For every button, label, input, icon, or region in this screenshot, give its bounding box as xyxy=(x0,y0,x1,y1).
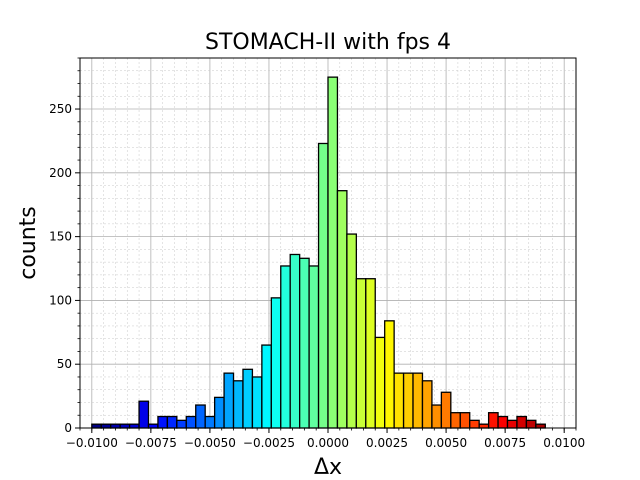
histogram-bar xyxy=(506,419,518,429)
histogram-bar xyxy=(91,423,102,429)
histogram-bar xyxy=(497,415,509,429)
histogram-bar xyxy=(213,396,225,429)
y-tick-label: 100 xyxy=(49,293,72,307)
histogram-bar xyxy=(346,233,357,429)
x-tick-label: 0.0000 xyxy=(307,436,349,450)
chart-title: STOMACH-II with fps 4 xyxy=(205,30,451,55)
histogram-bar xyxy=(195,404,206,429)
histogram-bar xyxy=(355,278,367,429)
histogram-bar xyxy=(119,423,131,429)
x-tick-label: 0.0075 xyxy=(484,436,526,450)
histogram-bar xyxy=(525,419,537,429)
x-axis-label: Δx xyxy=(314,455,342,480)
y-tick-label: 250 xyxy=(49,102,72,116)
histogram-bar xyxy=(176,419,187,429)
histogram-bar xyxy=(469,419,480,429)
histogram-bar xyxy=(232,380,244,429)
histogram-bar xyxy=(299,257,310,429)
histogram-bar xyxy=(336,190,348,429)
histogram-bar xyxy=(402,372,414,429)
histogram-bar xyxy=(421,380,433,429)
histogram-bar xyxy=(440,391,452,429)
histogram-bar xyxy=(270,297,282,429)
y-tick-label: 200 xyxy=(49,166,72,180)
histogram-bar xyxy=(308,265,320,429)
histogram-bar xyxy=(374,336,386,429)
histogram-bar xyxy=(459,412,471,429)
histogram-bar xyxy=(166,415,178,429)
histogram-bar xyxy=(327,76,339,429)
histogram-bar xyxy=(365,278,376,429)
y-axis-ticks: 0 50 100 150 200 250 xyxy=(49,57,80,435)
x-tick-label: 0.0025 xyxy=(366,436,408,450)
histogram-bar xyxy=(147,423,159,429)
histogram-bar xyxy=(478,423,490,429)
x-tick-label: 0.0050 xyxy=(425,436,467,450)
histogram-bar xyxy=(128,423,140,429)
histogram-bar xyxy=(261,344,272,429)
histogram-bar xyxy=(138,400,150,429)
histogram-bar xyxy=(110,423,121,429)
x-axis-ticks: −0.0100 −0.0075 −0.0050 −0.0025 0.0000 0.0025… xyxy=(66,428,585,450)
histogram-bar xyxy=(487,412,499,429)
histogram-bar xyxy=(431,404,443,429)
histogram-bar xyxy=(157,415,169,429)
y-tick-label: 50 xyxy=(57,357,72,371)
histogram-bar xyxy=(535,423,546,429)
x-tick-label: 0.0100 xyxy=(543,436,585,450)
histogram-bar xyxy=(223,372,235,429)
histogram-bar xyxy=(251,376,263,429)
histogram-bar xyxy=(450,412,461,429)
histogram-bar xyxy=(289,253,301,429)
x-tick-label: −0.0100 xyxy=(66,436,118,450)
y-tick-label: 0 xyxy=(64,421,72,435)
y-tick-label: 150 xyxy=(49,230,72,244)
histogram-bar xyxy=(412,372,424,429)
histogram-bar xyxy=(516,415,528,429)
histogram-bar xyxy=(393,372,405,429)
histogram-bar xyxy=(185,415,197,429)
histogram-bar xyxy=(204,415,216,429)
histogram-bar xyxy=(280,265,291,429)
y-axis-label: counts xyxy=(16,206,41,280)
x-tick-label: −0.0050 xyxy=(184,436,236,450)
histogram-bar xyxy=(384,320,395,429)
histogram-bar xyxy=(242,368,254,429)
histogram-bar xyxy=(317,142,329,429)
x-tick-label: −0.0075 xyxy=(125,436,177,450)
x-tick-label: −0.0025 xyxy=(243,436,295,450)
histogram-bar xyxy=(100,423,112,429)
